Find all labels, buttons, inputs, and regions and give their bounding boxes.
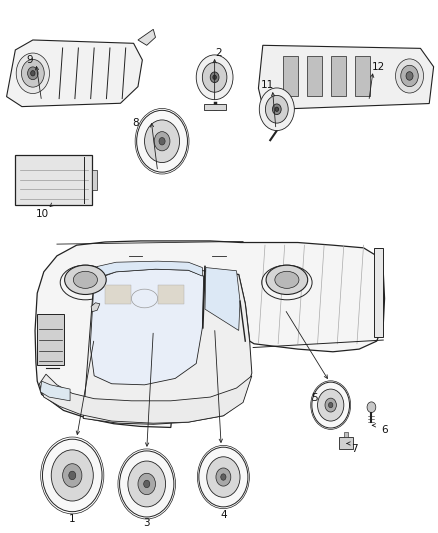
Ellipse shape (266, 265, 307, 294)
Circle shape (265, 95, 288, 123)
Circle shape (406, 71, 413, 80)
Bar (374, 248, 383, 337)
Polygon shape (7, 40, 142, 107)
Circle shape (138, 473, 155, 495)
Text: 2: 2 (215, 49, 223, 58)
Text: 5: 5 (311, 393, 318, 402)
Circle shape (21, 59, 44, 87)
Bar (37, 314, 64, 365)
Ellipse shape (64, 265, 106, 294)
Polygon shape (138, 29, 155, 45)
Text: 1: 1 (69, 514, 76, 523)
Circle shape (312, 382, 350, 428)
Bar (344, 432, 348, 437)
Circle shape (137, 110, 187, 172)
Bar (339, 437, 353, 449)
Bar (105, 285, 131, 304)
Circle shape (318, 389, 344, 421)
Circle shape (216, 468, 231, 486)
Text: 6: 6 (381, 425, 388, 434)
Circle shape (128, 461, 166, 507)
Circle shape (145, 120, 180, 163)
Circle shape (207, 457, 240, 497)
Polygon shape (91, 303, 100, 312)
Polygon shape (90, 269, 204, 385)
Circle shape (272, 104, 281, 115)
Circle shape (213, 75, 216, 79)
Bar (355, 56, 370, 95)
Ellipse shape (73, 271, 97, 288)
Circle shape (69, 471, 76, 480)
Circle shape (396, 59, 424, 93)
Polygon shape (205, 268, 240, 330)
Polygon shape (35, 241, 385, 427)
Text: 12: 12 (372, 62, 385, 71)
Text: 10: 10 (36, 209, 49, 219)
Circle shape (210, 72, 219, 83)
Polygon shape (39, 374, 252, 423)
Text: 11: 11 (261, 80, 274, 90)
Circle shape (16, 53, 49, 94)
Circle shape (367, 402, 376, 413)
Circle shape (28, 67, 38, 79)
Text: 3: 3 (143, 519, 150, 528)
Circle shape (63, 464, 82, 487)
Text: 8: 8 (132, 118, 139, 127)
Circle shape (196, 55, 233, 100)
Circle shape (159, 138, 165, 145)
Circle shape (154, 132, 170, 151)
Text: 4: 4 (220, 510, 227, 520)
Bar (158, 285, 184, 304)
Bar (331, 56, 346, 95)
Bar (307, 56, 322, 95)
Circle shape (202, 62, 227, 92)
Ellipse shape (275, 271, 299, 288)
Circle shape (31, 70, 35, 76)
Bar (204, 104, 226, 110)
Circle shape (328, 402, 333, 408)
Bar (92, 169, 97, 190)
Text: 7: 7 (351, 444, 358, 454)
Circle shape (275, 107, 279, 111)
Circle shape (42, 439, 102, 512)
Bar (283, 56, 298, 95)
Polygon shape (95, 261, 202, 278)
Polygon shape (83, 266, 252, 424)
Circle shape (51, 450, 93, 501)
Polygon shape (258, 45, 434, 109)
Bar (15, 155, 92, 205)
Circle shape (401, 65, 418, 86)
Circle shape (144, 480, 150, 488)
Text: 9: 9 (26, 55, 33, 64)
Circle shape (221, 474, 226, 480)
Circle shape (259, 88, 294, 131)
Circle shape (199, 447, 248, 507)
Circle shape (325, 398, 336, 412)
Circle shape (120, 451, 174, 517)
Polygon shape (40, 381, 70, 401)
